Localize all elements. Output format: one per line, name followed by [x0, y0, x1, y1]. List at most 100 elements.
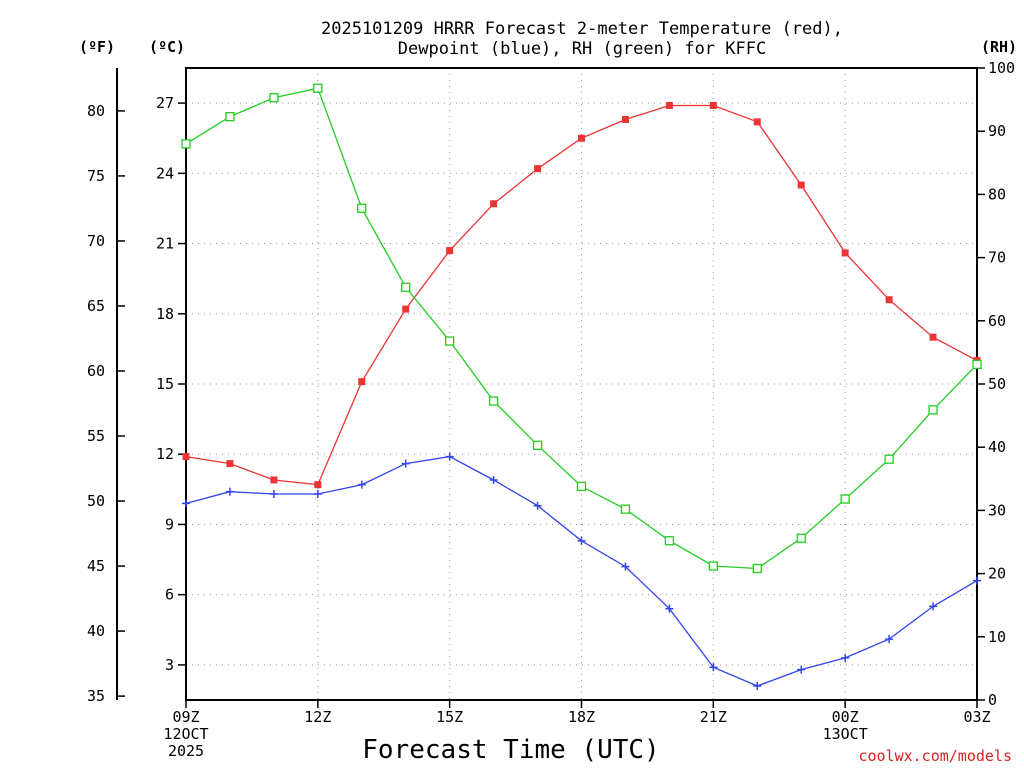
rh-point: [313, 83, 323, 93]
rh-point: [269, 93, 279, 103]
rh-line: [185, 87, 978, 570]
dewpoint-point: [929, 602, 938, 611]
temperature-point: [665, 101, 673, 109]
fahrenheit-tick-label: 80: [87, 102, 105, 120]
credit-text: coolwx.com/models: [858, 747, 1012, 765]
fahrenheit-axis-label: (ºF): [79, 38, 115, 56]
dewpoint-point: [709, 663, 718, 672]
temperature-point: [621, 115, 629, 123]
celsius-tick-label: 12: [156, 445, 174, 463]
dewpoint-point: [225, 487, 234, 496]
rh-point: [357, 203, 367, 213]
temperature-point: [270, 476, 278, 484]
rh-point: [708, 561, 718, 571]
dewpoint-point: [533, 501, 542, 510]
temperature-point: [182, 453, 190, 461]
rh-point: [620, 504, 631, 514]
x-tick-label: 2025: [168, 742, 204, 760]
x-tick-label: 09Z: [172, 708, 199, 726]
celsius-tick-label: 9: [165, 515, 174, 533]
rh-point: [972, 359, 982, 370]
dewpoint-point: [797, 665, 806, 674]
rh-point: [576, 481, 587, 492]
x-tick-label: 12OCT: [163, 725, 208, 743]
temperature-point: [578, 134, 585, 142]
temperature-point: [841, 249, 849, 257]
rh-point: [664, 536, 675, 546]
celsius-tick-label: 27: [156, 94, 174, 112]
rh-point: [884, 454, 894, 464]
dewpoint-point: [841, 653, 850, 662]
dewpoint-point: [665, 604, 674, 613]
fahrenheit-tick-label: 55: [87, 427, 105, 445]
rh-tick-label: 10: [988, 628, 1006, 646]
temperature-point: [402, 305, 410, 313]
rh-point: [840, 494, 850, 504]
rh-point: [928, 405, 938, 415]
rh-tick-label: 20: [988, 565, 1006, 583]
rh-point: [181, 139, 191, 149]
celsius-tick-label: 21: [156, 235, 174, 253]
series-lines: [181, 83, 982, 690]
rh-axis-label: (RH): [981, 38, 1017, 56]
x-tick-label: 15Z: [436, 708, 463, 726]
dewpoint-point: [973, 576, 981, 585]
fahrenheit-tick-label: 60: [87, 362, 105, 380]
temperature-point: [709, 101, 717, 109]
celsius-tick-label: 3: [165, 656, 174, 674]
rh-point: [225, 112, 235, 122]
axes: 3 6 9 12 15 18 21 24 27 35 40 45 50 55 60 65 70 75 80 0 10 20…: [87, 59, 1015, 760]
fahrenheit-tick-label: 45: [87, 557, 105, 575]
rh-point: [796, 533, 806, 543]
temperature-point: [226, 460, 234, 468]
rh-tick-label: 70: [988, 249, 1006, 267]
dewpoint-point: [621, 562, 630, 571]
temperature-point: [358, 378, 366, 386]
rh-point: [532, 440, 543, 450]
temperature-point: [446, 247, 454, 255]
rh-point: [445, 336, 455, 346]
x-tick-label: 21Z: [700, 708, 727, 726]
rh-tick-label: 30: [988, 501, 1006, 519]
dewpoint-point: [885, 635, 894, 644]
dewpoint-point: [182, 499, 190, 508]
rh-tick-label: 50: [988, 375, 1006, 393]
fahrenheit-tick-label: 70: [87, 232, 105, 250]
fahrenheit-tick-label: 65: [87, 297, 105, 315]
rh-tick-label: 90: [988, 122, 1006, 140]
rh-point: [752, 563, 762, 574]
rh-tick-label: 0: [988, 691, 997, 709]
temperature-point: [314, 481, 322, 489]
fahrenheit-tick-label: 50: [87, 492, 105, 510]
celsius-axis-label: (ºC): [149, 38, 185, 56]
temperature-point: [753, 118, 761, 126]
celsius-tick-label: 18: [156, 305, 174, 323]
x-tick-label: 00Z: [832, 708, 859, 726]
x-tick-label: 03Z: [963, 708, 990, 726]
dewpoint-point: [357, 480, 366, 489]
title-line-2: Dewpoint (blue), RH (green) for KFFC: [398, 39, 766, 59]
temperature-point: [797, 181, 805, 189]
celsius-tick-label: 24: [156, 164, 174, 182]
fahrenheit-tick-label: 35: [87, 687, 105, 705]
celsius-tick-label: 15: [156, 375, 174, 393]
rh-tick-label: 80: [988, 185, 1006, 203]
celsius-tick-label: 6: [165, 586, 174, 604]
temperature-point: [490, 200, 498, 208]
rh-tick-label: 40: [988, 438, 1006, 456]
rh-point: [401, 282, 411, 292]
x-tick-label: 13OCT: [823, 725, 868, 743]
fahrenheit-tick-label: 75: [87, 167, 105, 185]
dewpoint-point: [401, 459, 410, 468]
fahrenheit-tick-label: 40: [87, 622, 105, 640]
dewpoint-point: [489, 475, 498, 484]
x-tick-label: 12Z: [304, 708, 331, 726]
temperature-point: [929, 333, 937, 341]
x-tick-label: 18Z: [568, 708, 595, 726]
dewpoint-point: [753, 681, 762, 690]
temperature-line: [185, 104, 978, 486]
chart-title: 2025101209 HRRR Forecast 2-meter Tempera…: [321, 19, 843, 59]
rh-point: [488, 396, 499, 406]
dewpoint-point: [269, 490, 278, 499]
